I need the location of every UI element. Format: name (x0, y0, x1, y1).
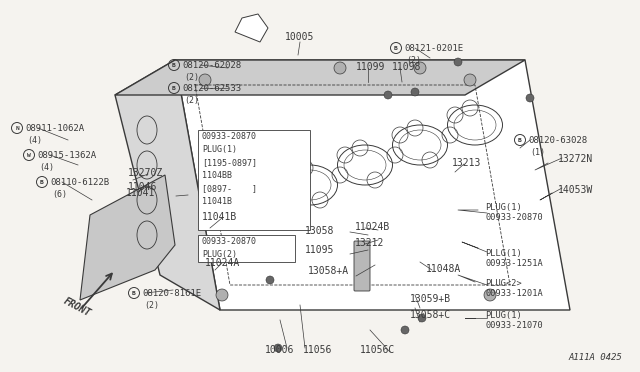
Text: 13212: 13212 (355, 238, 385, 248)
Text: FRONT: FRONT (62, 296, 93, 319)
Polygon shape (80, 175, 175, 300)
Circle shape (384, 91, 392, 99)
Circle shape (216, 289, 228, 301)
Polygon shape (198, 130, 310, 230)
Text: 11099: 11099 (356, 62, 385, 72)
Circle shape (401, 326, 409, 334)
Text: (2): (2) (144, 301, 159, 310)
Text: (2): (2) (406, 56, 421, 65)
Circle shape (274, 344, 282, 352)
FancyBboxPatch shape (354, 241, 370, 291)
Text: B: B (132, 291, 136, 296)
Text: 08121-0201E: 08121-0201E (404, 44, 463, 53)
Circle shape (454, 58, 462, 66)
Text: 11095: 11095 (305, 245, 334, 255)
Text: PLUG(1): PLUG(1) (485, 203, 522, 212)
Text: 00933-1251A: 00933-1251A (485, 259, 543, 268)
Text: 00933-21070: 00933-21070 (485, 321, 543, 330)
Text: 08110-6122B: 08110-6122B (50, 178, 109, 187)
Text: 00933-20870: 00933-20870 (202, 237, 257, 246)
Text: 00933-1201A: 00933-1201A (485, 289, 543, 298)
Text: 13213: 13213 (452, 158, 481, 168)
Text: B: B (518, 138, 522, 143)
Text: 11024B: 11024B (355, 222, 390, 232)
Text: W: W (27, 153, 31, 158)
Text: (4): (4) (39, 163, 54, 172)
Text: 08120-8161E: 08120-8161E (142, 289, 201, 298)
Text: 08120-62028: 08120-62028 (182, 61, 241, 70)
Text: 10006: 10006 (265, 345, 294, 355)
Text: PLLG(1): PLLG(1) (485, 249, 522, 258)
Text: 13058+C: 13058+C (410, 310, 451, 320)
Text: 08915-1362A: 08915-1362A (37, 151, 96, 160)
Text: 11024A: 11024A (205, 258, 240, 268)
Text: B: B (172, 63, 176, 68)
Text: 14053W: 14053W (558, 185, 593, 195)
Text: 11048A: 11048A (426, 264, 461, 274)
Text: 11046: 11046 (128, 182, 157, 192)
Circle shape (418, 314, 426, 322)
Text: [0897-    ]: [0897- ] (202, 184, 257, 193)
Circle shape (199, 74, 211, 86)
Text: B: B (40, 180, 44, 185)
Circle shape (266, 276, 274, 284)
Text: (6): (6) (52, 190, 67, 199)
Text: 08120-63028: 08120-63028 (528, 136, 587, 145)
Text: 10005: 10005 (285, 32, 314, 42)
Text: 1104BB: 1104BB (202, 171, 232, 180)
Text: 13059+B: 13059+B (410, 294, 451, 304)
Polygon shape (115, 60, 220, 310)
Text: 13058: 13058 (305, 226, 334, 236)
Polygon shape (175, 60, 570, 310)
Circle shape (484, 289, 496, 301)
Text: 11056C: 11056C (360, 345, 396, 355)
Text: B: B (172, 86, 176, 91)
Circle shape (414, 62, 426, 74)
Polygon shape (198, 235, 295, 262)
Circle shape (411, 88, 419, 96)
Text: 08911-1062A: 08911-1062A (25, 124, 84, 133)
Text: PLUG(2): PLUG(2) (202, 250, 237, 259)
Circle shape (334, 62, 346, 74)
Text: 08120-62533: 08120-62533 (182, 84, 241, 93)
Text: (2): (2) (184, 73, 199, 82)
Text: PLUG<2>: PLUG<2> (485, 279, 522, 288)
Text: 13272N: 13272N (558, 154, 593, 164)
Circle shape (464, 74, 476, 86)
Text: (1): (1) (530, 148, 545, 157)
Text: [1195-0897]: [1195-0897] (202, 158, 257, 167)
Text: 11041B: 11041B (202, 212, 237, 222)
Text: (2): (2) (184, 96, 199, 105)
Circle shape (526, 94, 534, 102)
Polygon shape (235, 14, 268, 42)
Text: 13058+A: 13058+A (308, 266, 349, 276)
Text: PLUG(1): PLUG(1) (202, 145, 237, 154)
Text: 11098: 11098 (392, 62, 421, 72)
Text: 11041B: 11041B (202, 197, 232, 206)
Text: PLUG(1): PLUG(1) (485, 311, 522, 320)
Text: A111A 0425: A111A 0425 (568, 353, 622, 362)
Text: 11041: 11041 (125, 188, 155, 198)
Text: (4): (4) (27, 136, 42, 145)
Polygon shape (115, 60, 525, 95)
Text: 13270Z: 13270Z (128, 168, 163, 178)
Text: B: B (394, 46, 398, 51)
Text: N: N (15, 126, 19, 131)
Text: 11056: 11056 (303, 345, 332, 355)
Text: 00933-20870: 00933-20870 (485, 213, 543, 222)
Text: 00933-20870: 00933-20870 (202, 132, 257, 141)
